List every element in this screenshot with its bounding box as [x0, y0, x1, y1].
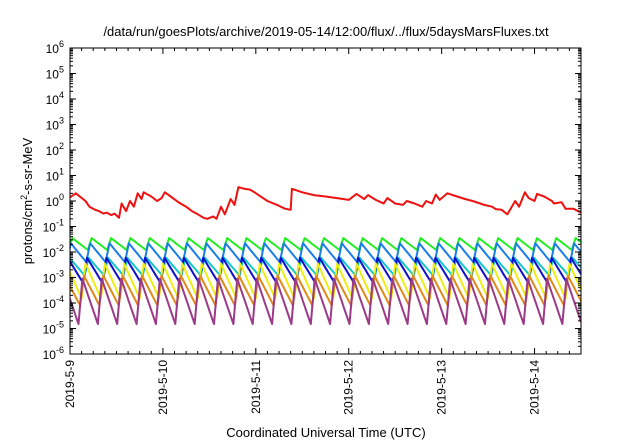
y-tick-label: 10-6: [43, 345, 64, 362]
y-tick-label: 101: [46, 167, 64, 184]
y-axis-label-rest: -s-sr-MeV: [20, 137, 35, 194]
y-tick-label: 104: [46, 90, 64, 107]
y-tick-label: 10-5: [43, 320, 64, 337]
y-tick-label: 10-2: [43, 243, 64, 260]
y-tick-label: 106: [46, 39, 64, 56]
y-axis-label-sup: 2: [19, 195, 29, 200]
x-tick-label: 2019-5-12: [342, 360, 356, 415]
y-tick-label: 100: [46, 192, 64, 209]
plot-area: [69, 47, 582, 355]
series-layer: [70, 186, 581, 325]
y-tick-label: 10-3: [43, 269, 64, 286]
y-axis-label: protons/cm2-s-sr-MeV: [19, 137, 35, 264]
series-line: [70, 277, 581, 325]
chart-title: /data/run/goesPlots/archive/2019-05-14/1…: [103, 24, 549, 39]
x-tick-label: 2019-5-10: [156, 360, 170, 415]
x-tick-label: 2019-5-14: [528, 360, 542, 415]
y-tick-label: 102: [46, 141, 64, 158]
y-tick-label: 103: [46, 116, 64, 133]
x-tick-label: 2019-5-11: [249, 360, 263, 414]
x-tick-label: 2019-5-13: [435, 360, 449, 415]
x-tick-label: 2019-5-9: [63, 360, 77, 408]
y-tick-label: 105: [46, 65, 64, 82]
series-line: [70, 186, 581, 220]
y-tick-label: 10-1: [43, 218, 64, 235]
x-axis-label: Coordinated Universal Time (UTC): [226, 425, 425, 440]
y-axis-label-base: protons/cm: [20, 200, 35, 264]
y-axis: 10-6 10-5 10-4 10-3 10-2 10-1 100 101 102 103 104 1…: [43, 39, 581, 362]
x-axis: 2019-5-9 2019-5-10 2019-5-11 2019-5-12 2019-…: [63, 48, 582, 415]
y-tick-label: 10-4: [43, 294, 64, 311]
